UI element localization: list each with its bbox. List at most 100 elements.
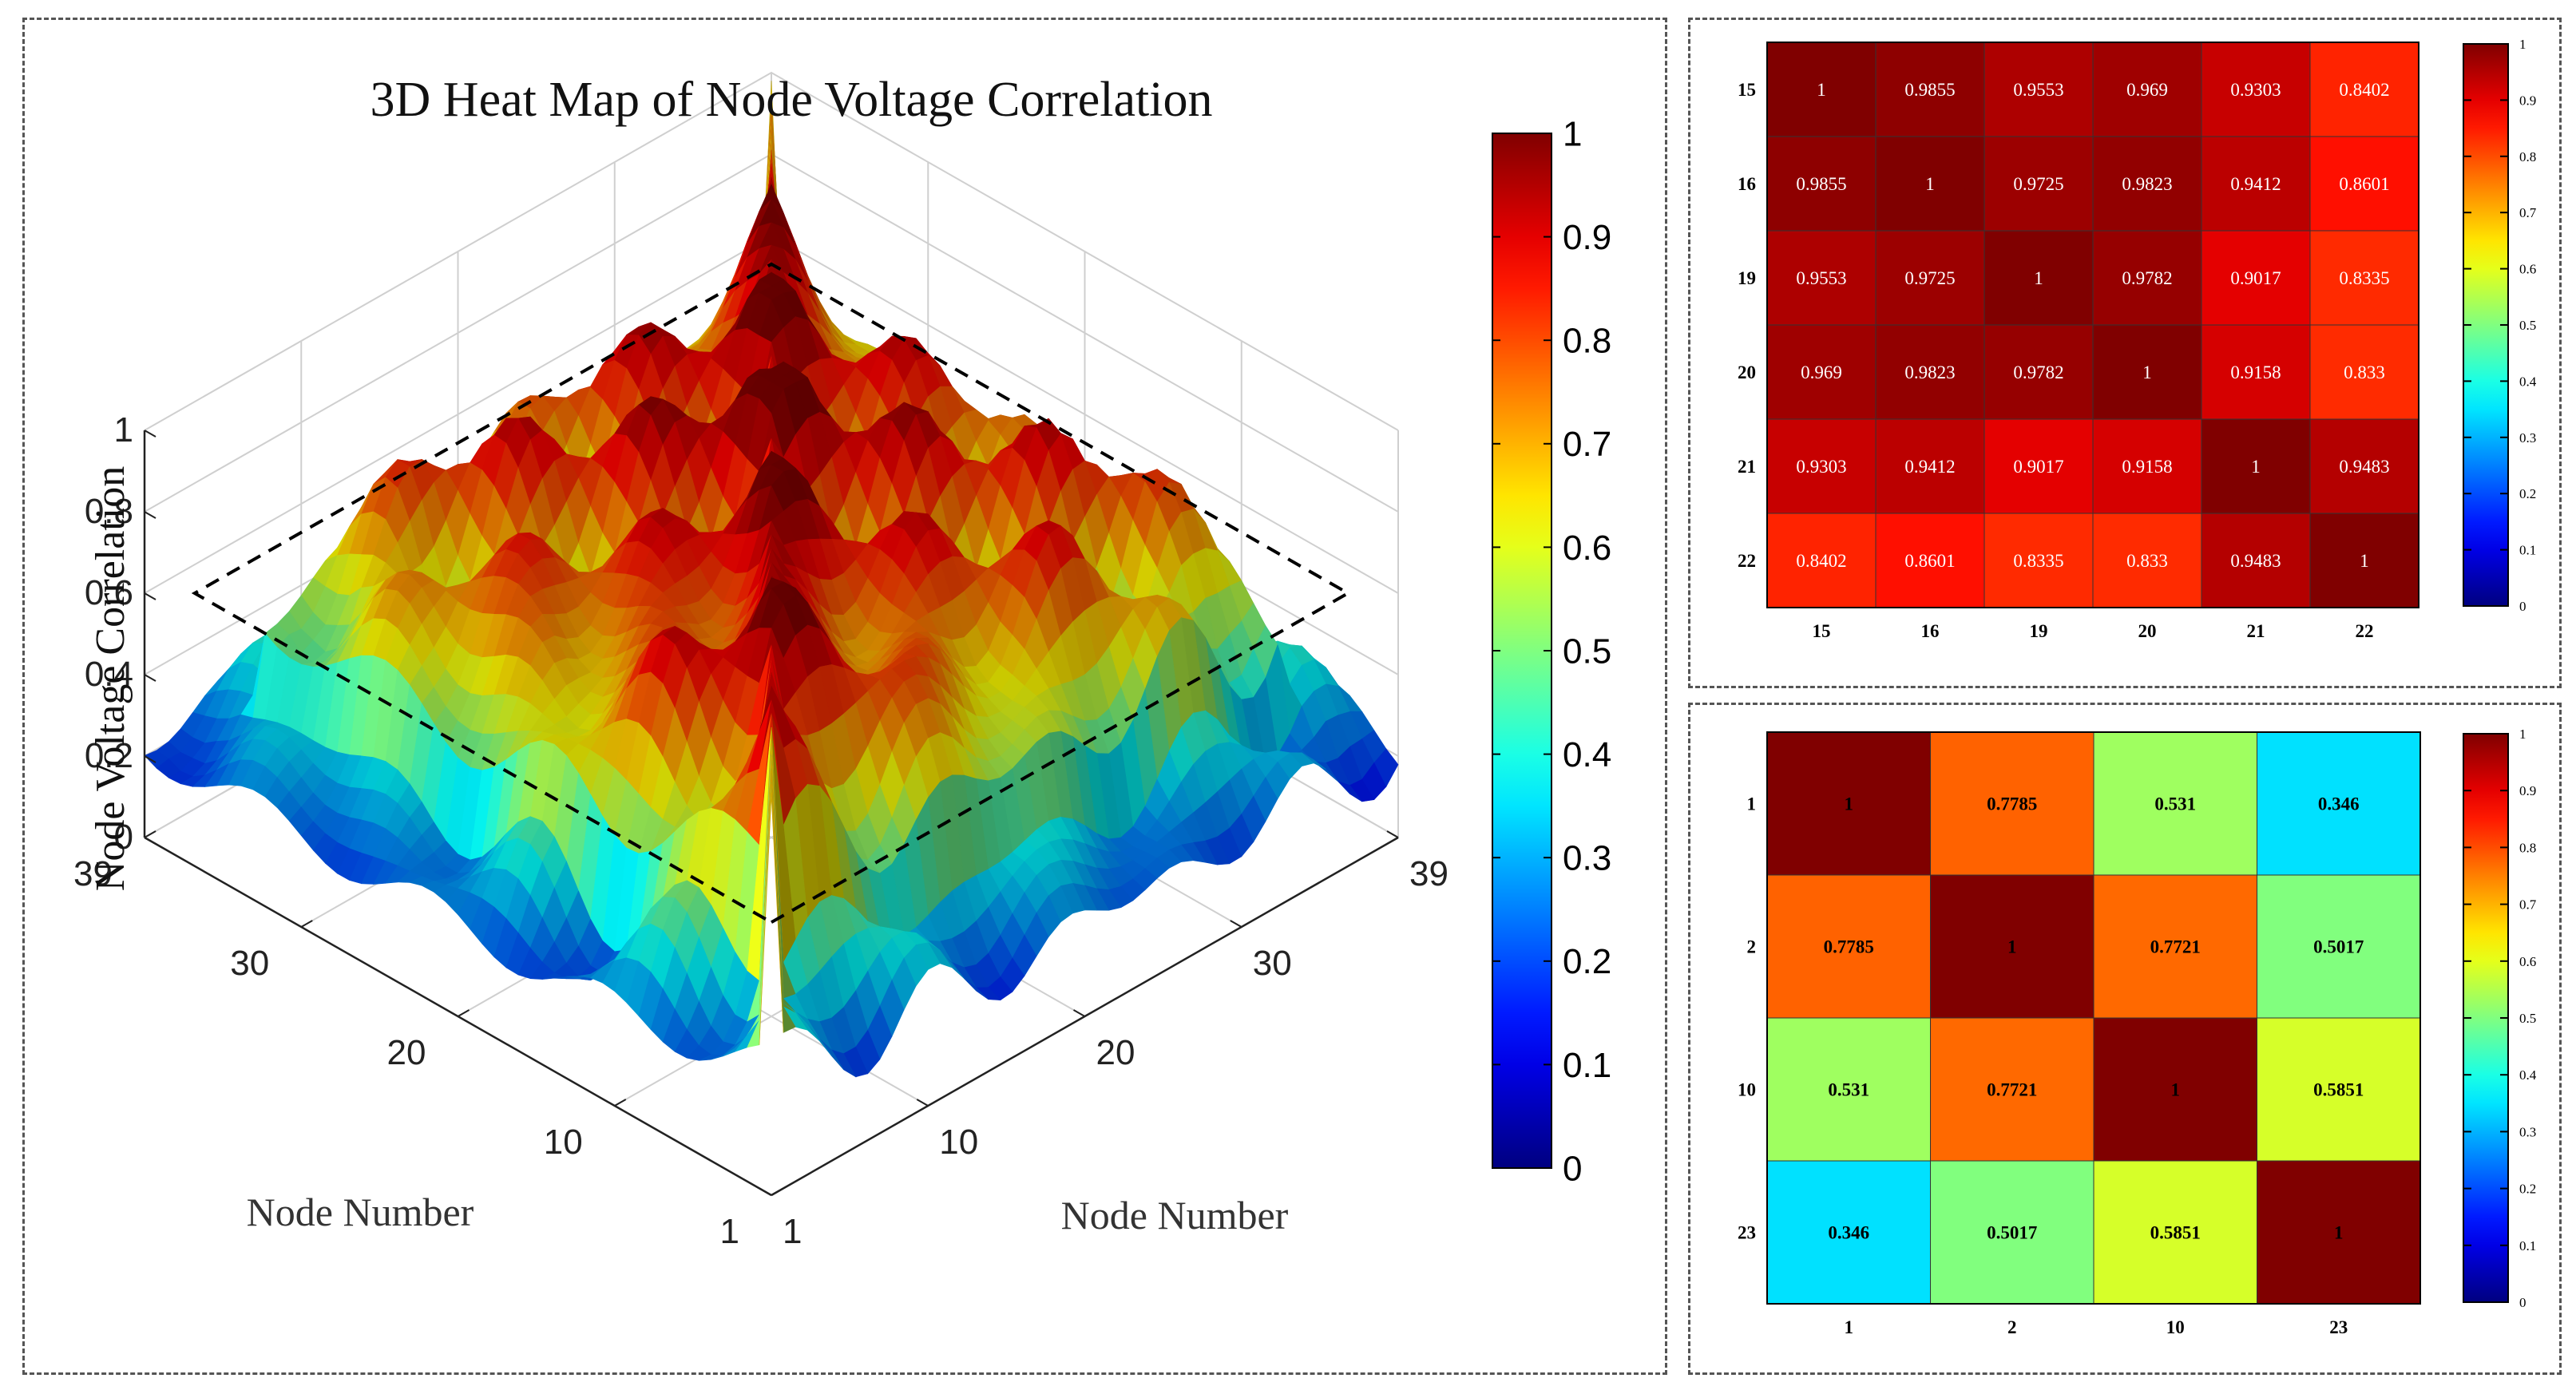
heatmap-bottom-cell bbox=[2257, 874, 2421, 1019]
heatmap-top-cell bbox=[2201, 324, 2311, 420]
heatmap-top-cell bbox=[2092, 513, 2202, 608]
heatmap-panel-bottom: 1 0.7785 0.531 0.346 0.7785 1 0.7721 0.5017 0.53… bbox=[1688, 703, 2562, 1375]
heatmap-bottom-cell-value: 0.5017 bbox=[1987, 1223, 2037, 1243]
heatmap-top: 1 0.9855 0.9553 0.969 0.9303 0.8402 0.9855 1 0.9… bbox=[1738, 37, 2537, 641]
z-axis-label: Node Voltage Correlation bbox=[88, 466, 133, 891]
z-tick bbox=[144, 430, 157, 438]
heatmap-top-cell-value: 0.8335 bbox=[2339, 268, 2389, 288]
heatmap-top-colorbar-tick-label: 0.5 bbox=[2519, 318, 2536, 333]
heatmap-bottom-cell-value: 0.346 bbox=[1828, 1223, 1869, 1243]
heatmap-top-row-label: 19 bbox=[1738, 268, 1756, 288]
heatmap-top-cell-value: 1 bbox=[1817, 80, 1826, 100]
heatmap-top-col-label: 16 bbox=[1921, 621, 1940, 641]
surface-colorbar-tick-label: 1 bbox=[1563, 114, 1582, 153]
heatmap-top-cell-value: 1 bbox=[2142, 362, 2152, 382]
heatmap-top-row-label: 21 bbox=[1738, 457, 1756, 477]
heatmap-top-cell bbox=[2201, 42, 2311, 137]
y-tick-label: 30 bbox=[230, 944, 269, 983]
z-tick bbox=[144, 674, 157, 682]
heatmap-top-cell-value: 0.9855 bbox=[1904, 80, 1955, 100]
heatmap-bottom-colorbar-tick-label: 0.1 bbox=[2519, 1238, 2536, 1253]
heatmap-top-cell-value: 0.969 bbox=[1801, 362, 1842, 382]
z-tick bbox=[144, 755, 157, 763]
heatmap-top-colorbar-tick-label: 0.2 bbox=[2519, 486, 2536, 501]
heatmap-top-cell-value: 1 bbox=[2360, 551, 2369, 571]
heatmap-bottom-colorbar-tick-label: 0.5 bbox=[2519, 1011, 2536, 1026]
surface-colorbar-tick-label: 0.1 bbox=[1563, 1046, 1611, 1085]
heatmap-top-cell bbox=[2309, 42, 2419, 137]
heatmap-bottom-cell-value: 0.531 bbox=[1828, 1080, 1869, 1100]
heatmap-bottom-col-label: 1 bbox=[1845, 1317, 1854, 1337]
surface-colorbar-tick-label: 0.5 bbox=[1563, 632, 1611, 671]
heatmap-top-cell-value: 0.8601 bbox=[2339, 174, 2389, 194]
heatmap-top-col-label: 19 bbox=[2030, 621, 2048, 641]
heatmap-bottom-cell-value: 0.7785 bbox=[1987, 794, 2037, 814]
y-tick-label: 20 bbox=[387, 1033, 426, 1072]
heatmap-top-cell bbox=[1984, 324, 2094, 420]
z-tick bbox=[144, 837, 157, 845]
heatmap-bottom-cell bbox=[1766, 731, 1931, 876]
x-tick bbox=[916, 1099, 929, 1107]
heatmap-bottom-colorbar-tick-label: 0.9 bbox=[2519, 783, 2536, 798]
heatmap-top-cell-value: 0.833 bbox=[2344, 362, 2385, 382]
surface-colorbar-tick-label: 0.8 bbox=[1563, 322, 1611, 361]
heatmap-top-cell bbox=[2201, 418, 2311, 514]
heatmap-top-cell bbox=[1875, 324, 1985, 420]
heatmap-top-col-label: 21 bbox=[2247, 621, 2265, 641]
heatmap-top-row-label: 16 bbox=[1738, 174, 1756, 194]
heatmap-top-cell bbox=[2092, 230, 2202, 326]
heatmap-top-colorbar-tick-label: 0.1 bbox=[2519, 543, 2536, 558]
heatmap-bottom-cell bbox=[2093, 1160, 2257, 1305]
heatmap-top-cell-value: 0.9553 bbox=[2013, 80, 2063, 100]
heatmap-bottom-row-label: 2 bbox=[1747, 937, 1757, 957]
heatmap-top-cell-value: 0.8601 bbox=[1904, 551, 1955, 571]
heatmap-bottom-cell-value: 0.7721 bbox=[2150, 937, 2201, 957]
z-tick bbox=[144, 511, 157, 519]
z-tick-label: 0.4 bbox=[85, 655, 133, 694]
x-axis-label: Node Number bbox=[1061, 1193, 1289, 1238]
heatmap-top-cell bbox=[1984, 418, 2094, 514]
heatmap-bottom-colorbar-tick-label: 0.8 bbox=[2519, 840, 2536, 855]
surface-colorbar-tick-label: 0.2 bbox=[1563, 942, 1611, 981]
heatmap-top-cell-value: 0.833 bbox=[2126, 551, 2168, 571]
heatmap-top-cell bbox=[2092, 418, 2202, 514]
heatmap-top-cell-value: 0.9823 bbox=[2122, 174, 2172, 194]
y-tick bbox=[771, 1188, 783, 1196]
heatmap-top-cell-value: 0.9782 bbox=[2122, 268, 2172, 288]
surface-colorbar-tick-label: 0.9 bbox=[1563, 218, 1611, 257]
y-tick bbox=[144, 830, 157, 838]
heatmap-top-cell bbox=[1766, 324, 1877, 420]
heatmap-top-col-label: 22 bbox=[2356, 621, 2374, 641]
heatmap-top-cell-value: 0.9725 bbox=[1904, 268, 1955, 288]
heatmap-top-cell bbox=[1766, 136, 1877, 232]
heatmap-top-cell-value: 0.9725 bbox=[2013, 174, 2063, 194]
heatmap-top-cell-value: 0.8402 bbox=[1796, 551, 1846, 571]
heatmap-top-colorbar-tick-label: 0.7 bbox=[2519, 205, 2537, 220]
heatmap-bottom-cell-value: 0.7721 bbox=[1987, 1080, 2037, 1100]
heatmap-bottom-cell-value: 0.5851 bbox=[2150, 1223, 2201, 1243]
heatmap-top-frame bbox=[1766, 42, 2419, 608]
x-tick-label: 1 bbox=[783, 1212, 802, 1251]
heatmap-bottom-cell bbox=[1930, 874, 2094, 1019]
heatmap-bottom-cell bbox=[1930, 1017, 2094, 1162]
heatmap-bottom-row-label: 23 bbox=[1738, 1223, 1756, 1243]
heatmap-bottom-cell-value: 1 bbox=[1845, 794, 1854, 814]
z-tick-label: 0.2 bbox=[85, 736, 133, 775]
heatmap-top-cell-value: 0.9823 bbox=[1904, 362, 1955, 382]
y-tick bbox=[458, 1009, 470, 1017]
heatmap-top-cell-value: 0.969 bbox=[2126, 80, 2168, 100]
heatmap-bottom-row-label: 1 bbox=[1747, 794, 1757, 814]
x-tick-label: 39 bbox=[1409, 854, 1449, 893]
y-tick-label: 1 bbox=[720, 1212, 739, 1251]
heatmap-top-cell-value: 0.9303 bbox=[2230, 80, 2281, 100]
y-tick bbox=[300, 920, 313, 928]
heatmap-bottom-colorbar-tick-label: 0.3 bbox=[2519, 1124, 2536, 1139]
heatmap-bottom-cell-value: 0.7785 bbox=[1824, 937, 1874, 957]
heatmap-top-cell-value: 1 bbox=[1925, 174, 1935, 194]
surface-colorbar bbox=[1492, 133, 1552, 1169]
heatmap-bottom-cell bbox=[1766, 1017, 1931, 1162]
heatmap-top-colorbar-tick-label: 0.6 bbox=[2519, 262, 2536, 277]
heatmap-bottom-cell-value: 1 bbox=[2171, 1080, 2181, 1100]
heatmap-top-cell bbox=[2092, 42, 2202, 137]
